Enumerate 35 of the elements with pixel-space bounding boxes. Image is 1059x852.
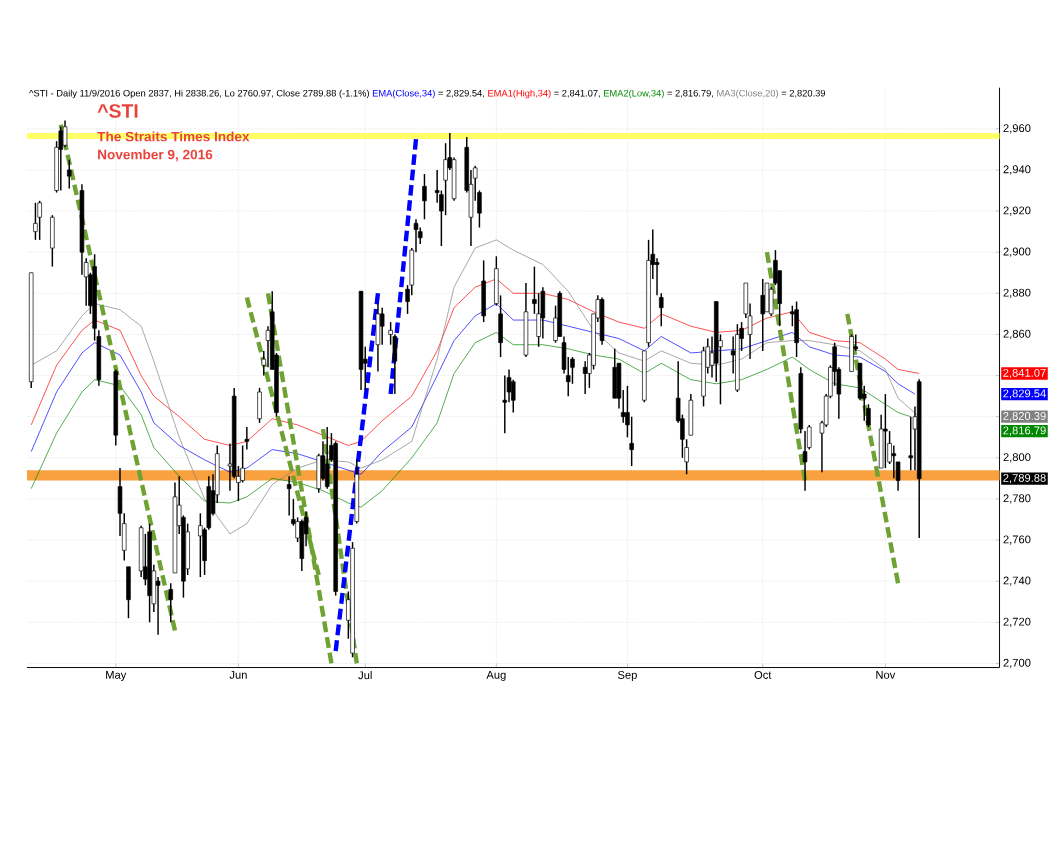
y-tick-label: 2,760 bbox=[1003, 535, 1031, 545]
x-tick-label: May bbox=[106, 671, 127, 682]
annotation: ^STI - Daily 11/9/2016 Open 2837, Hi 2838.26, Lo 2760.97, Close 2789.88 (-1.1%) bbox=[29, 89, 369, 99]
text: 2,829.54 bbox=[1003, 389, 1046, 399]
y-tick-label: 2,920 bbox=[1003, 206, 1031, 216]
annotation: = 2,829.54, bbox=[438, 90, 485, 98]
x-tick-label: Aug bbox=[486, 671, 506, 682]
x-tick-label: Sep bbox=[618, 671, 637, 682]
text: 2,820.39 bbox=[1003, 412, 1046, 422]
y-tick-label: 2,720 bbox=[1003, 617, 1031, 628]
text: MA3(Close,20) bbox=[717, 89, 779, 99]
x-tick-label: Nov bbox=[876, 671, 896, 679]
text: 2,841.07 bbox=[1003, 369, 1046, 379]
annotation: = 2,820.39 bbox=[781, 90, 826, 98]
annotation: = 2,816.79, bbox=[667, 90, 714, 98]
y-tick-label: 2,740 bbox=[1003, 576, 1031, 586]
text: EMA2(Low,34) bbox=[604, 89, 664, 99]
y-tick-label: 2,960 bbox=[1003, 124, 1031, 134]
text: EMA1(High,34) bbox=[488, 89, 551, 99]
annotation: = 2,841.07, bbox=[554, 90, 600, 98]
x-tick-label: Oct bbox=[754, 671, 772, 679]
annotation: November 9, 2016 bbox=[98, 149, 213, 162]
text: ^STI bbox=[97, 104, 138, 118]
text: EMA(Close,34) bbox=[372, 89, 435, 99]
y-tick-label: 2,700 bbox=[1003, 658, 1031, 669]
y-tick-label: 2,940 bbox=[1003, 165, 1031, 175]
y-tick-label: 2,800 bbox=[1003, 453, 1031, 463]
text: 2,816.79 bbox=[1003, 426, 1046, 436]
y-tick-label: 2,900 bbox=[1003, 247, 1031, 257]
y-tick-label: 2,880 bbox=[1003, 288, 1031, 299]
x-tick-label: Jun bbox=[229, 671, 247, 679]
text: 2,789.88 bbox=[1003, 474, 1046, 484]
y-tick-label: 2,860 bbox=[1003, 329, 1031, 340]
x-tick-label: Jul bbox=[358, 671, 372, 680]
y-tick-label: 2,780 bbox=[1003, 494, 1031, 504]
